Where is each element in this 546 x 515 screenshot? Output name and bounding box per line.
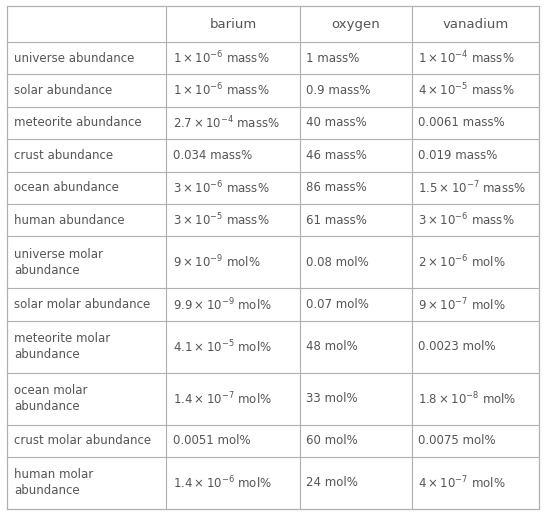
Text: vanadium: vanadium (442, 18, 509, 30)
Text: $3\times10^{-6}$ mass%: $3\times10^{-6}$ mass% (173, 180, 270, 196)
Text: ocean molar
abundance: ocean molar abundance (14, 384, 88, 413)
Text: $1.5\times10^{-7}$ mass%: $1.5\times10^{-7}$ mass% (418, 180, 526, 196)
Text: $3\times10^{-5}$ mass%: $3\times10^{-5}$ mass% (173, 212, 270, 229)
Text: meteorite abundance: meteorite abundance (14, 116, 142, 129)
Text: 40 mass%: 40 mass% (306, 116, 367, 129)
Text: 86 mass%: 86 mass% (306, 181, 367, 194)
Text: $9\times10^{-9}$ mol%: $9\times10^{-9}$ mol% (173, 254, 260, 271)
Text: $9.9\times10^{-9}$ mol%: $9.9\times10^{-9}$ mol% (173, 296, 272, 313)
Text: $4.1\times10^{-5}$ mol%: $4.1\times10^{-5}$ mol% (173, 338, 272, 355)
Text: ocean abundance: ocean abundance (14, 181, 119, 194)
Text: barium: barium (210, 18, 257, 30)
Text: human molar
abundance: human molar abundance (14, 468, 93, 497)
Text: universe abundance: universe abundance (14, 52, 134, 64)
Text: 0.0075 mol%: 0.0075 mol% (418, 434, 496, 447)
Text: 0.0061 mass%: 0.0061 mass% (418, 116, 505, 129)
Text: $1.8\times10^{-8}$ mol%: $1.8\times10^{-8}$ mol% (418, 390, 517, 407)
Text: $1\times10^{-4}$ mass%: $1\times10^{-4}$ mass% (418, 50, 515, 66)
Text: 0.034 mass%: 0.034 mass% (173, 149, 252, 162)
Text: 0.08 mol%: 0.08 mol% (306, 256, 369, 269)
Text: 0.9 mass%: 0.9 mass% (306, 84, 371, 97)
Text: oxygen: oxygen (331, 18, 380, 30)
Text: meteorite molar
abundance: meteorite molar abundance (14, 332, 110, 361)
Text: $1.4\times10^{-7}$ mol%: $1.4\times10^{-7}$ mol% (173, 390, 272, 407)
Text: 0.07 mol%: 0.07 mol% (306, 298, 369, 311)
Text: $1\times10^{-6}$ mass%: $1\times10^{-6}$ mass% (173, 50, 270, 66)
Text: 46 mass%: 46 mass% (306, 149, 367, 162)
Text: $4\times10^{-7}$ mol%: $4\times10^{-7}$ mol% (418, 475, 506, 491)
Text: $1\times10^{-6}$ mass%: $1\times10^{-6}$ mass% (173, 82, 270, 99)
Text: $2\times10^{-6}$ mol%: $2\times10^{-6}$ mol% (418, 254, 506, 271)
Text: solar molar abundance: solar molar abundance (14, 298, 151, 311)
Text: universe molar
abundance: universe molar abundance (14, 248, 103, 277)
Text: human abundance: human abundance (14, 214, 125, 227)
Text: 33 mol%: 33 mol% (306, 392, 358, 405)
Text: solar abundance: solar abundance (14, 84, 112, 97)
Text: $4\times10^{-5}$ mass%: $4\times10^{-5}$ mass% (418, 82, 515, 99)
Text: 60 mol%: 60 mol% (306, 434, 358, 447)
Text: 0.0023 mol%: 0.0023 mol% (418, 340, 496, 353)
Text: crust abundance: crust abundance (14, 149, 114, 162)
Text: 48 mol%: 48 mol% (306, 340, 358, 353)
Text: $2.7\times10^{-4}$ mass%: $2.7\times10^{-4}$ mass% (173, 115, 280, 131)
Text: 61 mass%: 61 mass% (306, 214, 367, 227)
Text: 0.019 mass%: 0.019 mass% (418, 149, 497, 162)
Text: $3\times10^{-6}$ mass%: $3\times10^{-6}$ mass% (418, 212, 515, 229)
Text: 1 mass%: 1 mass% (306, 52, 360, 64)
Text: 24 mol%: 24 mol% (306, 476, 358, 489)
Text: crust molar abundance: crust molar abundance (14, 434, 151, 447)
Text: 0.0051 mol%: 0.0051 mol% (173, 434, 251, 447)
Text: $9\times10^{-7}$ mol%: $9\times10^{-7}$ mol% (418, 296, 506, 313)
Text: $1.4\times10^{-6}$ mol%: $1.4\times10^{-6}$ mol% (173, 475, 272, 491)
